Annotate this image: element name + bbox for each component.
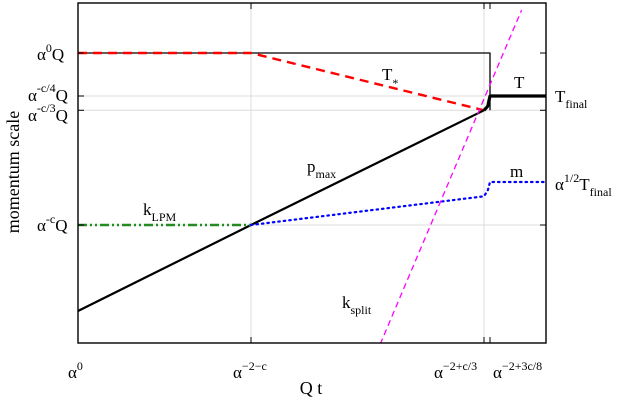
series-k-split — [379, 9, 523, 343]
series-p-max — [78, 109, 485, 312]
y-tick-label-1: α-c/4Q — [28, 81, 68, 105]
series-T-star — [78, 51, 485, 112]
series-m — [249, 180, 546, 227]
x-axis-title: Q t — [300, 378, 323, 398]
plot-frame — [77, 2, 547, 344]
curve-label-k-split: ksplit — [342, 293, 372, 317]
x-tick-label-2: α−2+c/3 — [434, 359, 477, 382]
right-label-T-final: Tfinal — [555, 87, 588, 111]
series-T — [482, 94, 546, 112]
curve-label-T: T — [514, 73, 525, 92]
curve-label-m: m — [510, 162, 523, 181]
series-upper-bound — [78, 52, 491, 111]
curve-label-T-star: T* — [382, 65, 398, 90]
curve-label-k-LPM: kLPM — [143, 200, 177, 224]
tick-marks — [77, 3, 546, 343]
plot-series — [78, 9, 546, 343]
y-tick-label-2: α-c/3Q — [28, 101, 68, 125]
y-tick-label-0: α0Q — [37, 41, 64, 64]
x-tick-label-1: α−2−c — [233, 359, 267, 382]
x-tick-label-0: α0 — [68, 359, 83, 382]
y-axis-title: momentum scale — [3, 111, 23, 233]
y-tick-label-3: α-cQ — [37, 212, 68, 235]
x-tick-label-3: α−2+3c/8 — [493, 359, 542, 382]
curve-label-p-max: pmax — [307, 157, 336, 181]
right-label-alpha-half-T-final: α1/2Tfinal — [555, 171, 612, 199]
